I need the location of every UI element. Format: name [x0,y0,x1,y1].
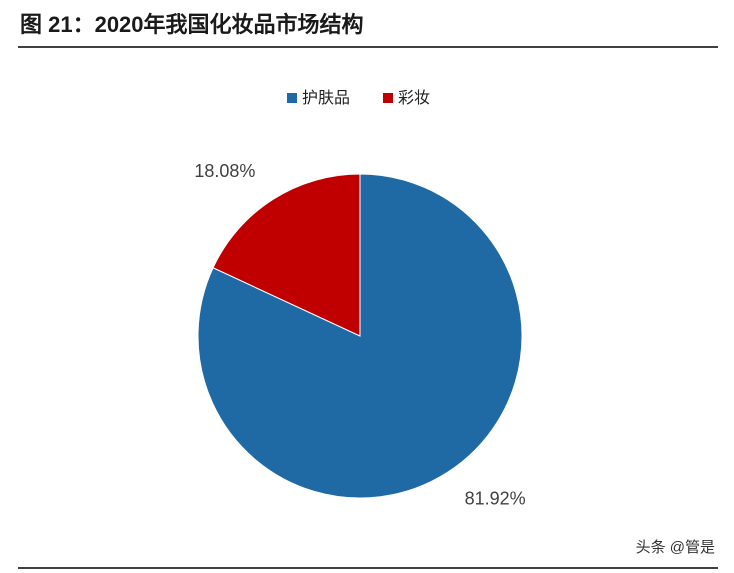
data-label: 81.92% [465,489,526,509]
legend-swatch [383,93,393,103]
legend-swatch [287,93,297,103]
legend-label: 彩妆 [398,89,430,107]
pie-slice [212,173,361,337]
data-label: 18.08% [194,161,255,181]
chart-title: 图 21：2020年我国化妆品市场结构 [20,12,364,37]
legend-label: 护肤品 [302,89,350,107]
watermark: 头条 @管是 [636,539,715,556]
